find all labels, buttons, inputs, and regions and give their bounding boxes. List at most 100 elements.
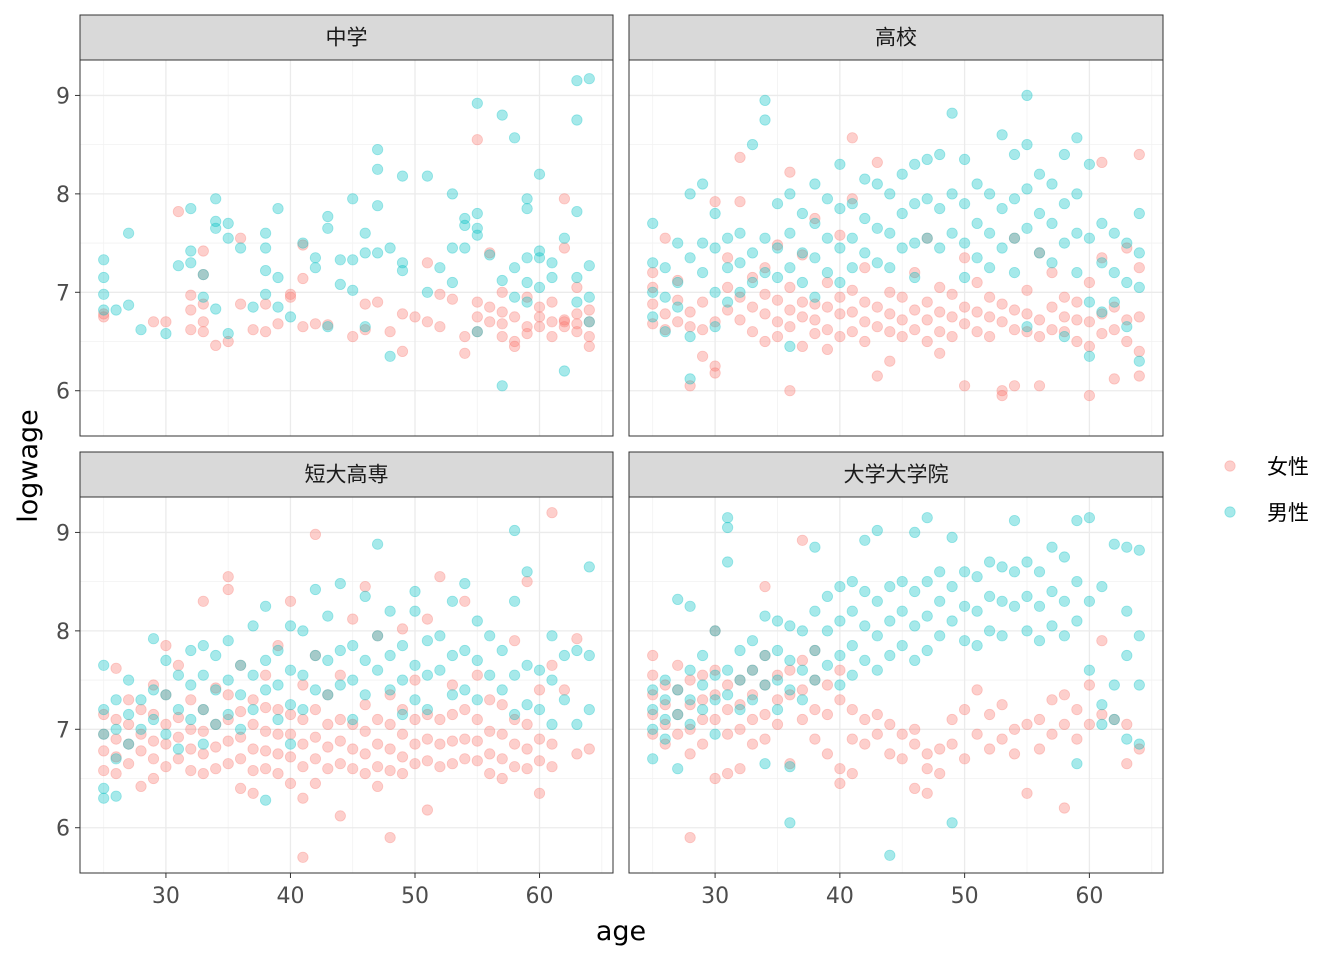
- data-point: [1096, 635, 1108, 647]
- data-point: [496, 772, 508, 785]
- data-point: [259, 242, 272, 254]
- data-point: [759, 335, 771, 348]
- data-point: [210, 303, 222, 315]
- data-point: [558, 193, 571, 205]
- data-point: [508, 761, 521, 773]
- data-point: [1133, 311, 1145, 323]
- data-point: [259, 701, 272, 714]
- data-point: [384, 764, 396, 777]
- data-point: [1058, 291, 1071, 303]
- data-point: [1133, 148, 1145, 161]
- data-point: [459, 644, 471, 657]
- data-point: [784, 340, 796, 352]
- data-point: [546, 761, 558, 773]
- data-point: [309, 684, 321, 696]
- y-tick-label: 7: [56, 281, 70, 306]
- data-point: [971, 639, 983, 652]
- data-point: [771, 330, 784, 343]
- data-point: [871, 257, 883, 269]
- data-point: [896, 207, 908, 220]
- data-point: [384, 605, 396, 617]
- data-point: [884, 286, 896, 298]
- data-point: [1083, 232, 1096, 244]
- data-point: [334, 679, 346, 691]
- data-point: [297, 321, 309, 333]
- data-point: [434, 664, 446, 676]
- data-point: [696, 669, 709, 681]
- data-point: [1083, 296, 1096, 308]
- data-point: [123, 708, 135, 721]
- data-point: [322, 718, 334, 731]
- data-point: [946, 580, 958, 593]
- data-point: [921, 335, 933, 348]
- data-point: [734, 151, 746, 163]
- data-point: [571, 318, 583, 330]
- data-point: [210, 649, 222, 662]
- data-point: [222, 708, 234, 721]
- data-point: [322, 319, 334, 331]
- data-point: [859, 738, 871, 750]
- data-point: [396, 728, 409, 740]
- data-point: [508, 708, 521, 721]
- data-point: [471, 222, 483, 234]
- data-point: [884, 649, 896, 662]
- data-point: [98, 659, 110, 671]
- data-point: [647, 703, 659, 716]
- data-point: [896, 728, 908, 740]
- data-point: [796, 249, 809, 261]
- data-point: [1096, 308, 1108, 320]
- data-point: [421, 669, 433, 681]
- data-point: [297, 237, 309, 249]
- data-point: [334, 577, 346, 590]
- data-point: [721, 252, 734, 264]
- facet-strip: [628, 451, 1164, 498]
- data-point: [672, 274, 684, 287]
- data-point: [834, 694, 846, 706]
- data-point: [759, 580, 771, 593]
- data-point: [946, 615, 958, 627]
- data-point: [583, 260, 595, 272]
- data-point: [147, 753, 160, 765]
- data-point: [647, 649, 659, 662]
- data-point: [1133, 679, 1145, 691]
- data-point: [98, 308, 110, 320]
- data-point: [197, 639, 209, 652]
- data-point: [484, 630, 496, 642]
- data-point: [533, 733, 546, 745]
- data-point: [696, 679, 709, 691]
- data-point: [359, 699, 371, 711]
- data-point: [309, 528, 321, 541]
- data-point: [1008, 266, 1021, 279]
- data-point: [347, 763, 359, 775]
- data-point: [546, 507, 558, 519]
- data-point: [235, 723, 247, 735]
- data-point: [521, 327, 533, 340]
- data-point: [784, 385, 796, 397]
- data-point: [909, 526, 921, 539]
- data-point: [284, 291, 297, 303]
- data-point: [160, 718, 172, 731]
- data-point: [996, 298, 1008, 310]
- data-point: [197, 595, 209, 607]
- data-point: [746, 271, 759, 284]
- data-point: [508, 262, 521, 274]
- data-point: [583, 316, 595, 328]
- data-point: [421, 316, 433, 328]
- data-point: [759, 94, 771, 107]
- plot-background: [80, 60, 613, 436]
- data-point: [558, 316, 571, 328]
- data-point: [759, 262, 771, 274]
- data-point: [958, 271, 971, 284]
- data-point: [421, 733, 433, 745]
- data-point: [921, 314, 933, 326]
- data-point: [235, 232, 247, 244]
- data-point: [396, 170, 409, 182]
- data-point: [371, 630, 384, 642]
- data-point: [1008, 232, 1021, 244]
- data-point: [309, 703, 321, 716]
- data-point: [821, 276, 834, 289]
- data-point: [909, 266, 921, 279]
- data-point: [1083, 316, 1096, 328]
- data-point: [172, 669, 184, 681]
- data-point: [896, 330, 908, 343]
